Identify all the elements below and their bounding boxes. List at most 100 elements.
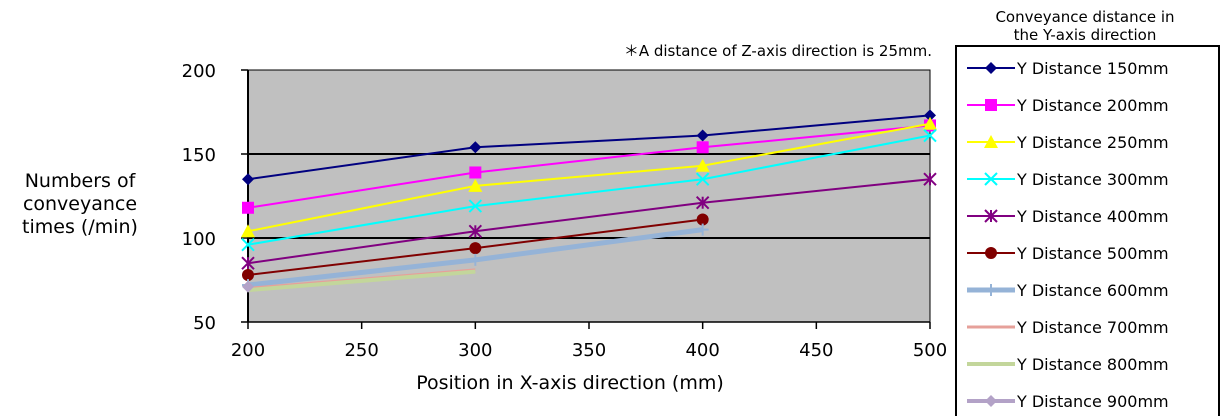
- legend-title-line-1: Conveyance distance in: [995, 8, 1175, 26]
- y-tick-label-1: 100: [182, 229, 216, 250]
- legend-swatch-marker: [985, 62, 997, 74]
- y-axis-label-line-3: times (/min): [22, 216, 138, 238]
- series-4: [241, 172, 937, 270]
- legend-swatch-marker: [985, 247, 997, 259]
- series-5: [242, 213, 709, 281]
- data-point-5-0: [242, 268, 254, 281]
- legend-label: Y Distance 700mm: [1017, 317, 1169, 337]
- data-point-4-1: [468, 224, 483, 238]
- legend-swatch: [967, 362, 1015, 366]
- legend: Y Distance 150mm Y Distance 200mm Y Distan…: [955, 45, 1220, 416]
- x-tick-label-1: 250: [344, 340, 378, 361]
- legend-swatch-marker: [985, 99, 997, 111]
- legend-label: Y Distance 400mm: [1017, 206, 1169, 226]
- x-tick-label-5: 450: [799, 340, 833, 361]
- series-2: [241, 116, 937, 238]
- series-line-2: [247, 122, 931, 233]
- x-tick-label-4: 400: [685, 340, 719, 361]
- legend-swatch: [967, 209, 1015, 223]
- legend-label: Y Distance 150mm: [1017, 58, 1169, 78]
- legend-swatch: [967, 99, 1015, 111]
- legend-item: Y Distance 500mm: [957, 235, 1220, 271]
- legend-label: Y Distance 600mm: [1017, 280, 1169, 300]
- legend-item: Y Distance 900mm: [957, 383, 1220, 419]
- data-point-9-0: [242, 280, 254, 293]
- data-point-3-1: [468, 199, 483, 213]
- legend-item: Y Distance 800mm: [957, 346, 1220, 382]
- data-point-5-1: [469, 242, 482, 255]
- x-tick-label-2: 300: [458, 340, 492, 361]
- y-axis-label-line-2: conveyance: [22, 193, 138, 215]
- legend-label: Y Distance 200mm: [1017, 95, 1169, 115]
- data-point-6-1: [469, 253, 482, 266]
- legend-swatch: [967, 172, 1015, 186]
- data-point-6-2: [696, 223, 709, 236]
- legend-item: Y Distance 700mm: [957, 309, 1220, 345]
- data-point-4-3: [923, 172, 937, 186]
- data-point-0-3: [924, 109, 936, 122]
- data-point-3-2: [695, 172, 710, 186]
- data-point-2-0: [241, 224, 255, 238]
- legend-swatch: [967, 247, 1015, 259]
- x-tick-label-3: 350: [572, 340, 606, 361]
- legend-swatch: [967, 62, 1015, 74]
- data-point-2-1: [468, 178, 483, 192]
- data-point-3-3: [923, 128, 937, 143]
- series-line-0: [247, 114, 931, 181]
- data-point-1-0: [242, 201, 254, 214]
- legend-item: Y Distance 600mm: [957, 272, 1220, 308]
- legend-swatch-marker: [984, 135, 998, 148]
- data-point-1-1: [469, 166, 482, 179]
- legend-label: Y Distance 900mm: [1017, 391, 1169, 411]
- series-line-3: [247, 134, 931, 246]
- legend-item: Y Distance 200mm: [957, 87, 1220, 123]
- legend-label: Y Distance 800mm: [1017, 354, 1169, 374]
- series-9: [242, 280, 254, 293]
- data-point-1-2: [696, 141, 709, 154]
- legend-swatch-marker: [985, 284, 997, 296]
- plot-area: [247, 69, 931, 323]
- y-tick-label-0: 50: [193, 313, 216, 334]
- series-line-8: [247, 269, 476, 293]
- legend-label: Y Distance 500mm: [1017, 243, 1169, 263]
- y-tick-label-3: 200: [182, 61, 216, 82]
- chart-note: ＊A distance of Z-axis direction is 25mm.: [623, 42, 932, 60]
- legend-item: Y Distance 300mm: [957, 161, 1220, 197]
- data-point-3-0: [241, 238, 255, 252]
- x-tick-label-0: 200: [231, 340, 265, 361]
- series-0: [242, 109, 936, 186]
- x-tick-label-6: 500: [913, 340, 947, 361]
- data-point-4-2: [695, 196, 710, 210]
- legend-swatch: [967, 325, 1015, 329]
- data-point-0-2: [696, 129, 709, 142]
- legend-title: Conveyance distance in the Y-axis direct…: [950, 8, 1220, 44]
- legend-item: Y Distance 250mm: [957, 124, 1220, 160]
- legend-swatch: [967, 284, 1015, 296]
- series-line-1: [247, 124, 931, 209]
- legend-label: Y Distance 250mm: [1017, 132, 1169, 152]
- y-tick-label-2: 150: [182, 145, 216, 166]
- series-3: [241, 128, 937, 252]
- x-axis-label: Position in X-axis direction (mm): [416, 372, 724, 394]
- legend-swatch-marker: [985, 395, 997, 407]
- legend-title-line-2: the Y-axis direction: [1013, 26, 1157, 44]
- series-line-4: [247, 178, 931, 265]
- legend-swatch: [967, 135, 1015, 148]
- data-point-5-2: [696, 213, 709, 226]
- legend-item: Y Distance 150mm: [957, 50, 1220, 86]
- legend-swatch-marker: [984, 172, 998, 186]
- y-axis-label: Numbers of conveyance times (/min): [0, 170, 160, 239]
- data-point-0-0: [242, 173, 254, 186]
- legend-swatch: [967, 395, 1015, 407]
- data-point-2-3: [923, 116, 937, 130]
- series-8: [247, 269, 476, 293]
- y-axis-label-line-1: Numbers of: [24, 170, 136, 192]
- legend-item: Y Distance 400mm: [957, 198, 1220, 234]
- legend-swatch-marker: [984, 209, 998, 223]
- legend-label: Y Distance 300mm: [1017, 169, 1169, 189]
- data-point-2-2: [695, 158, 710, 172]
- data-point-4-0: [241, 256, 255, 270]
- data-point-0-1: [469, 141, 482, 154]
